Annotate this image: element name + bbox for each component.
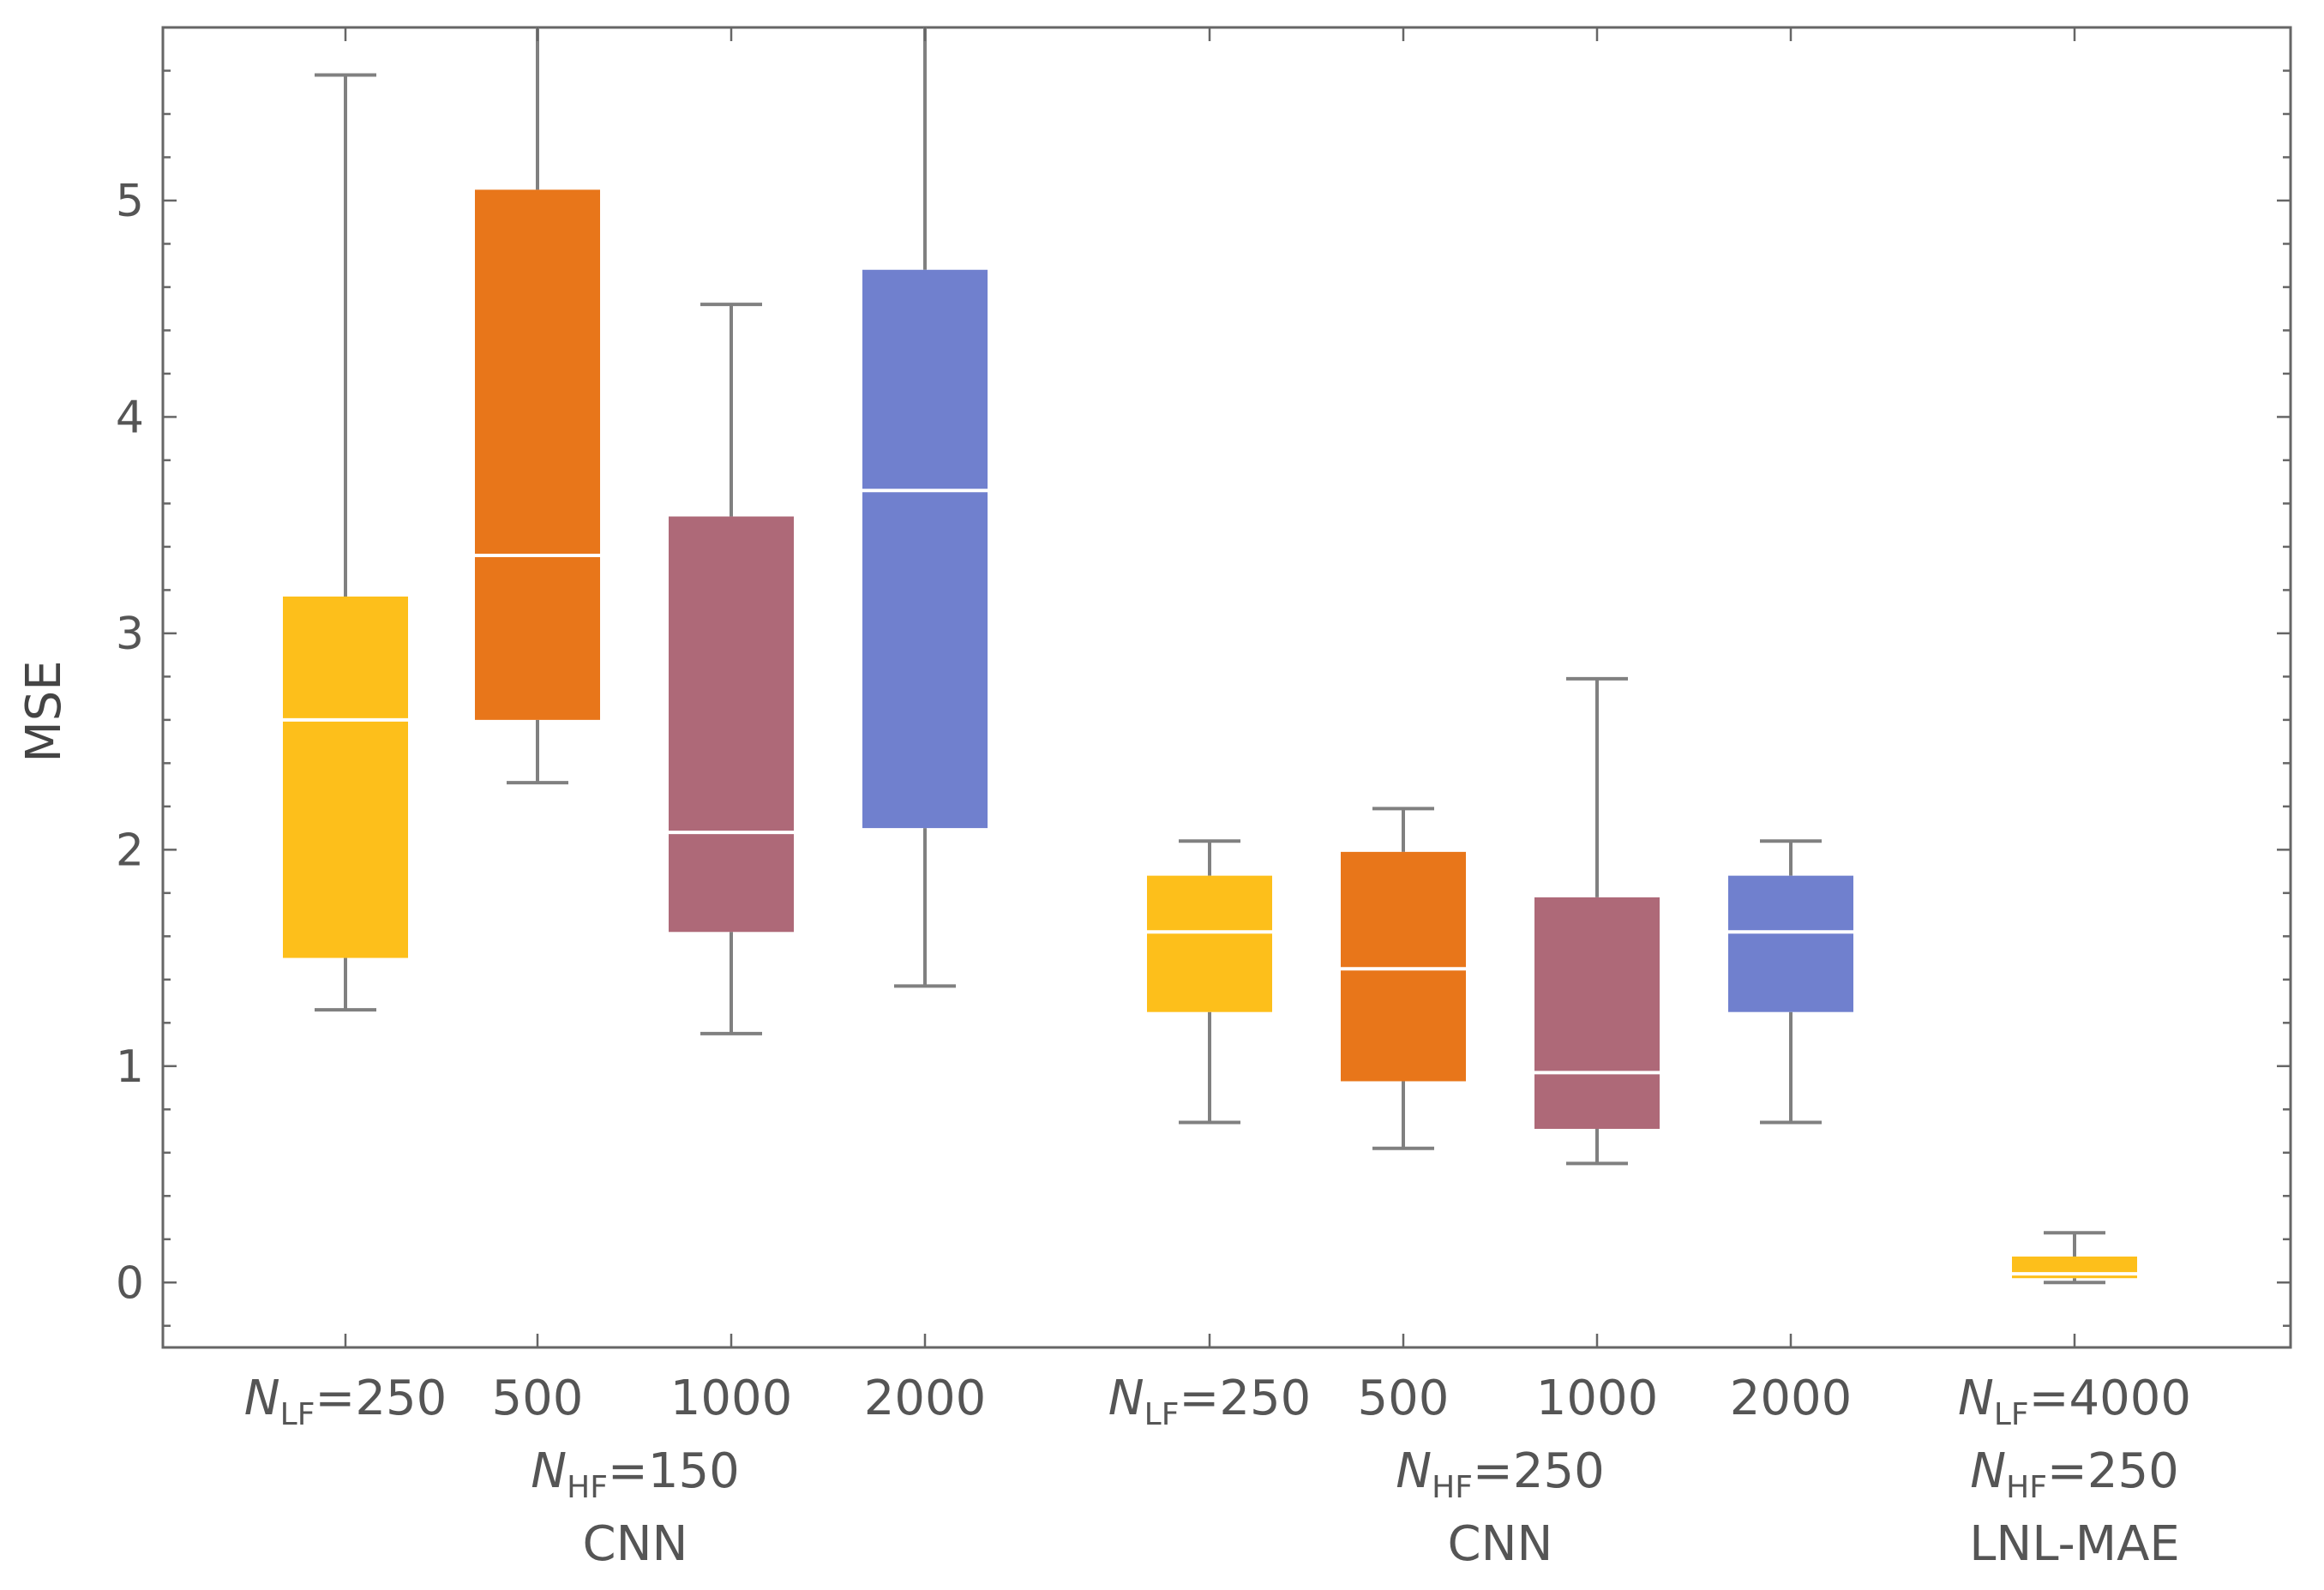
x-group-label-model: CNN [583, 1516, 688, 1572]
x-category-label: 2000 [1730, 1371, 1853, 1426]
x-group-label-model: CNN [1448, 1516, 1553, 1572]
x-category-label: NLF=250 [1108, 1371, 1311, 1432]
x-category-label: 1000 [1536, 1371, 1659, 1426]
box-series [283, 27, 2137, 1347]
x-axis-labels: NLF=250 500 1000 2000 NHF=150 CNN NLF=250 500 10… [244, 1371, 2191, 1572]
x-category-label: 2000 [864, 1371, 987, 1426]
y-tick-label: 4 [116, 392, 144, 443]
y-axis: 0 1 2 3 4 5 [116, 26, 2291, 1328]
box [862, 269, 988, 829]
x-category-label: NLF=250 [244, 1371, 447, 1432]
y-tick-label: 2 [116, 825, 144, 876]
x-group-label-hf: NHF=150 [531, 1443, 739, 1505]
box [669, 516, 794, 933]
y-tick-label: 3 [116, 609, 144, 660]
box [283, 596, 408, 958]
plot-frame [161, 26, 2292, 1349]
y-tick-label: 5 [116, 176, 144, 227]
x-group-label-hf: NHF=250 [1396, 1443, 1604, 1505]
x-group-label-hf: NHF=250 [1970, 1443, 2178, 1505]
y-tick-label: 1 [116, 1041, 144, 1093]
y-axis-title: MSE [16, 660, 72, 762]
x-category-label: 500 [492, 1371, 584, 1426]
x-category-label: 1000 [670, 1371, 793, 1426]
x-category-label: 500 [1358, 1371, 1450, 1426]
box [475, 189, 600, 720]
box [1341, 851, 1466, 1082]
plot-area [161, 26, 2292, 1349]
y-tick-label: 0 [116, 1257, 144, 1309]
box [1728, 875, 1853, 1012]
x-category-label: NLF=4000 [1958, 1371, 2191, 1432]
box [1147, 875, 1272, 1012]
box [1534, 897, 1660, 1130]
x-group-label-model: LNL-MAE [1969, 1516, 2180, 1572]
